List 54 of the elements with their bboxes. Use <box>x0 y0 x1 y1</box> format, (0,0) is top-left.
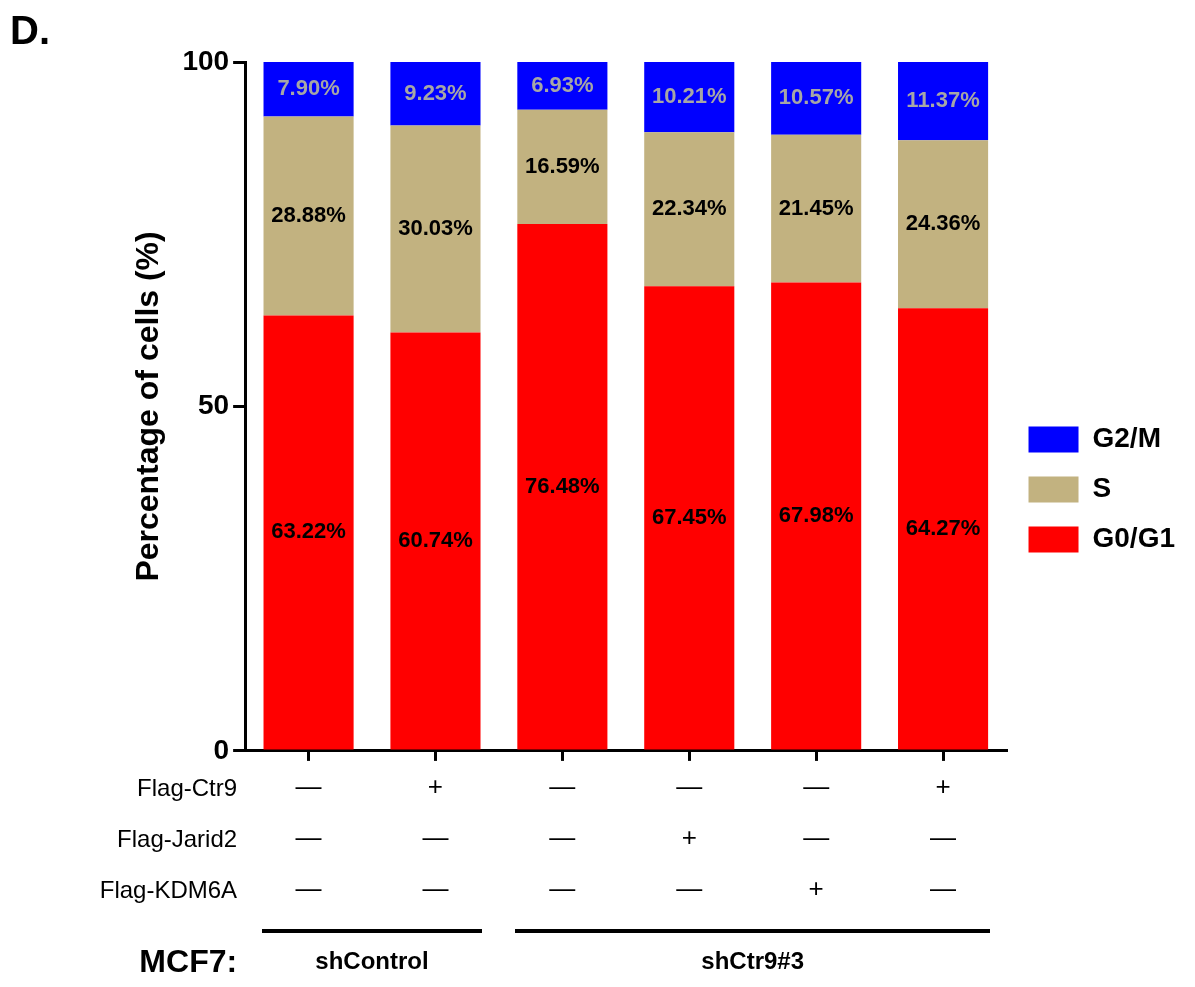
data-label: 16.59% <box>525 152 600 178</box>
data-label: 28.88% <box>271 201 346 227</box>
text: MCF7: <box>139 943 238 979</box>
data-label: 10.57% <box>778 84 854 110</box>
text: shControl <box>315 947 429 974</box>
data-label: 60.74% <box>398 526 473 552</box>
text: shCtr9#3 <box>701 947 805 974</box>
bar <box>644 286 735 750</box>
data-label: 64.27% <box>905 514 981 540</box>
data-label: 6.93% <box>531 71 594 97</box>
text: Flag-KDM6A <box>99 875 238 903</box>
data-label: 9.23% <box>404 79 467 105</box>
data-label: 24.36% <box>905 210 981 236</box>
x-tick-label: — — — <box>295 771 322 903</box>
data-label: 21.45% <box>778 194 854 220</box>
data-label: 63.22% <box>271 518 346 544</box>
data-label: 11.37% <box>906 87 980 113</box>
text: Flag-Ctr9 <box>137 774 238 802</box>
text: D. <box>10 8 50 52</box>
bar <box>390 332 481 750</box>
bar <box>898 62 989 141</box>
text: Flag-Jarid2 <box>117 824 238 852</box>
data-label: 10.21% <box>651 83 727 109</box>
data-label: 30.03% <box>398 215 473 241</box>
bar <box>263 116 354 316</box>
y-tick-label: 0 <box>213 733 230 765</box>
x-tick-label: — + — <box>676 771 703 903</box>
bar <box>263 315 354 750</box>
data-label: 67.45% <box>651 503 727 529</box>
x-tick-label: + — — <box>422 771 449 903</box>
bar <box>644 62 735 133</box>
y-tick-label: 100 <box>182 44 230 76</box>
y-axis-title: Percentage of cells (%) <box>129 231 166 582</box>
bar <box>517 109 608 225</box>
bar <box>644 132 735 287</box>
data-label: 7.90% <box>277 75 340 101</box>
data-label: 22.34% <box>651 195 727 221</box>
bar <box>771 62 862 135</box>
legend-label: G0/G1 <box>1092 522 1175 554</box>
legend-label: G2/M <box>1092 422 1161 454</box>
bar <box>771 282 862 750</box>
data-label: 76.48% <box>525 472 600 498</box>
x-tick-label: + — — <box>930 771 957 903</box>
bar <box>771 134 862 283</box>
legend-label: S <box>1092 472 1112 504</box>
x-tick-label: — — + <box>803 771 830 903</box>
bar <box>517 224 608 750</box>
bar <box>898 140 989 309</box>
x-tick-label: — — — <box>549 771 576 903</box>
y-tick-label: 50 <box>197 389 230 421</box>
data-label: 67.98% <box>778 502 854 528</box>
bar <box>898 308 989 750</box>
bar <box>390 125 481 333</box>
bar <box>390 62 481 126</box>
